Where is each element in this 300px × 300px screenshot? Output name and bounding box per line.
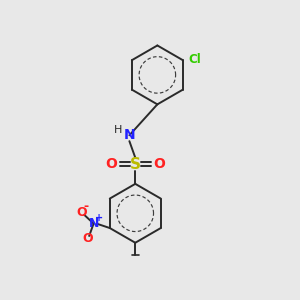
- Text: N: N: [124, 128, 135, 142]
- Text: Cl: Cl: [188, 53, 201, 66]
- Text: H: H: [114, 125, 122, 135]
- Text: S: S: [130, 157, 141, 172]
- Text: O: O: [153, 157, 165, 171]
- Text: N: N: [88, 217, 99, 230]
- Text: O: O: [76, 206, 86, 219]
- Text: +: +: [94, 213, 103, 223]
- Text: O: O: [82, 232, 93, 245]
- Text: -: -: [83, 200, 88, 213]
- Text: O: O: [106, 157, 117, 171]
